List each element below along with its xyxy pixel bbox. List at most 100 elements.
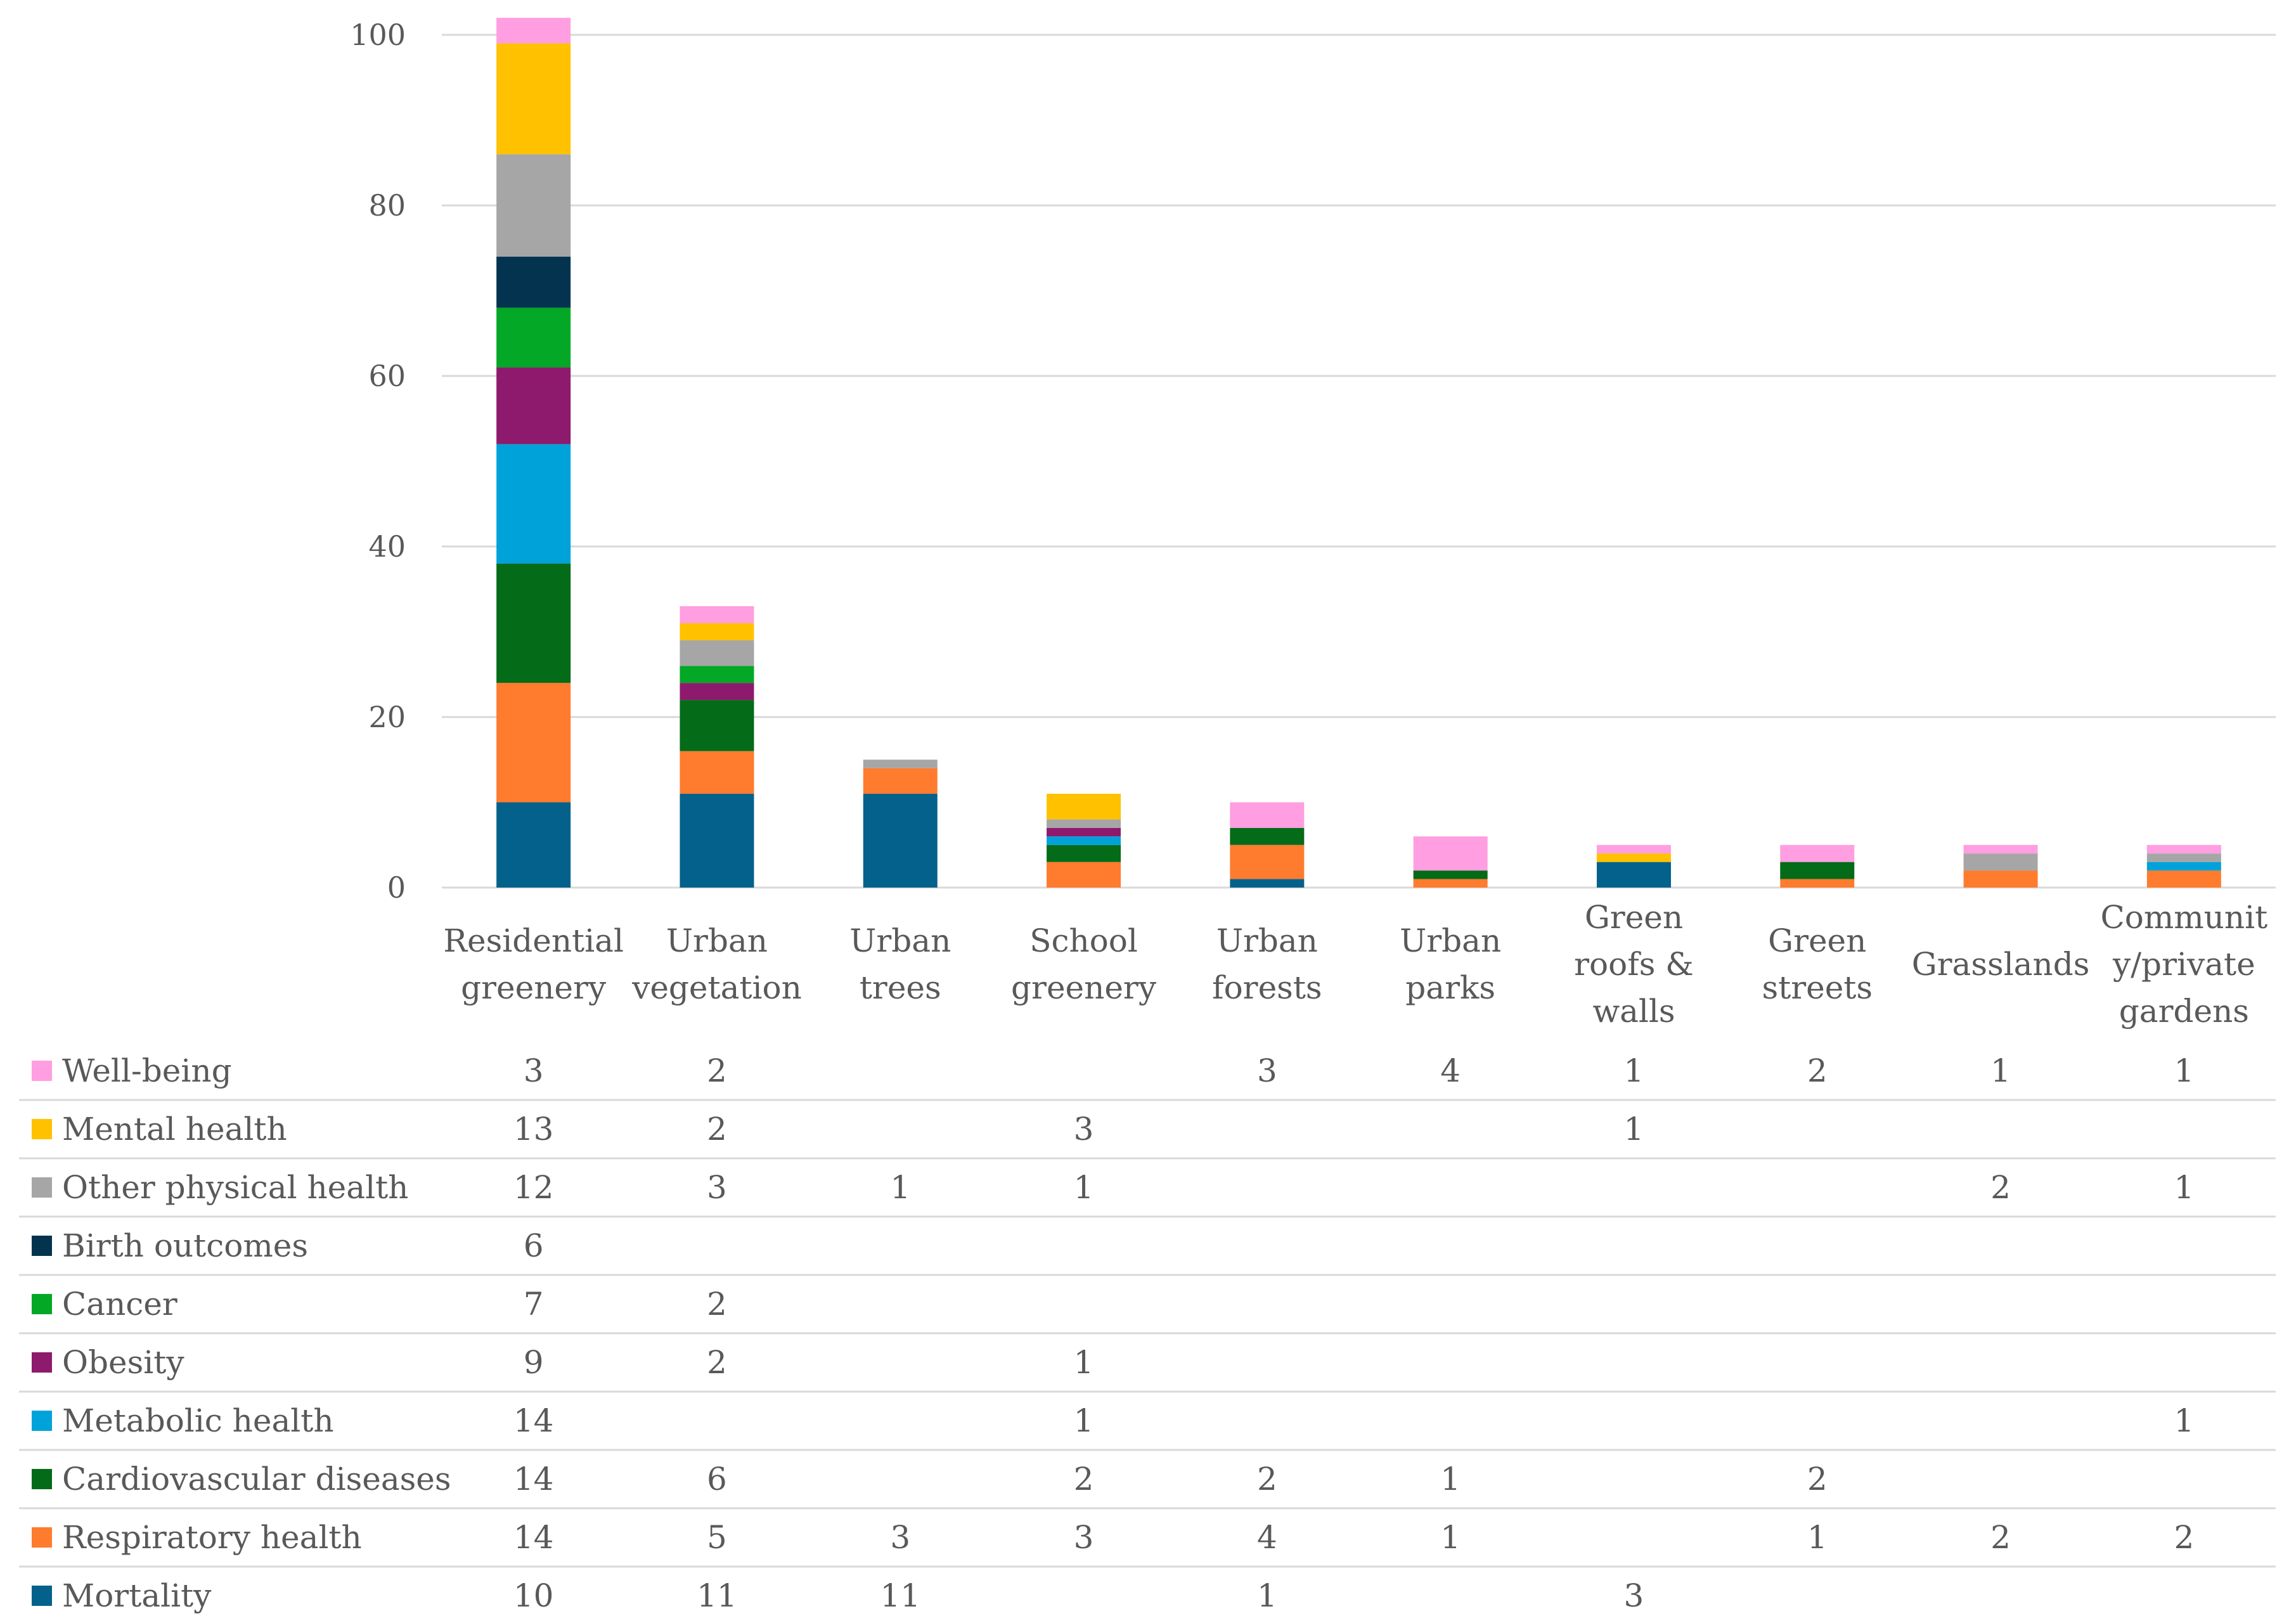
legend-key-other-physical-health xyxy=(32,1177,52,1198)
category-label-4-line-0: Urban xyxy=(1216,922,1318,959)
table-value-mortality-1: 11 xyxy=(697,1577,737,1614)
bar-segment-well-being-1 xyxy=(680,606,754,624)
table-value-other-physical-health-8: 2 xyxy=(1990,1169,2011,1206)
bar-segment-well-being-0 xyxy=(496,18,571,44)
bar-segment-respiratory-health-5 xyxy=(1413,879,1488,888)
table-value-metabolic-health-9: 1 xyxy=(2174,1402,2194,1439)
category-label-2-line-1: trees xyxy=(860,969,941,1006)
table-value-well-being-6: 1 xyxy=(1624,1052,1644,1089)
table-value-respiratory-health-8: 2 xyxy=(1990,1519,2011,1556)
legend-label-cardiovascular-diseases: Cardiovascular diseases xyxy=(62,1461,451,1497)
legend-key-metabolic-health xyxy=(32,1411,52,1431)
bar-segment-well-being-5 xyxy=(1413,836,1488,871)
table-value-cardiovascular-diseases-0: 14 xyxy=(513,1461,554,1497)
legend-key-obesity xyxy=(32,1352,52,1373)
category-label-0-line-0: Residential xyxy=(443,922,624,959)
table-value-mental-health-1: 2 xyxy=(707,1111,727,1148)
bar-segment-cardiovascular-diseases-0 xyxy=(496,563,571,683)
bar-segment-metabolic-health-9 xyxy=(2146,862,2221,871)
y-tick-label-20: 20 xyxy=(368,700,406,734)
table-value-obesity-0: 9 xyxy=(524,1344,544,1381)
table-value-respiratory-health-4: 4 xyxy=(1257,1519,1277,1556)
bar-segment-cardiovascular-diseases-1 xyxy=(680,700,754,751)
table-value-cardiovascular-diseases-1: 6 xyxy=(707,1461,727,1497)
table-value-well-being-7: 2 xyxy=(1807,1052,1828,1089)
table-value-respiratory-health-5: 1 xyxy=(1440,1519,1461,1556)
bar-segment-respiratory-health-9 xyxy=(2146,870,2221,888)
legend-label-metabolic-health: Metabolic health xyxy=(62,1402,334,1439)
table-value-cancer-1: 2 xyxy=(707,1286,727,1322)
table-value-respiratory-health-3: 3 xyxy=(1074,1519,1094,1556)
category-label-5-line-1: parks xyxy=(1405,969,1495,1006)
bar-segment-mortality-4 xyxy=(1230,879,1305,888)
bar-segment-metabolic-health-0 xyxy=(496,444,571,564)
bar-segment-other-physical-health-8 xyxy=(1963,853,2038,871)
table-value-well-being-4: 3 xyxy=(1257,1052,1277,1089)
bar-segment-cancer-1 xyxy=(680,666,754,683)
legend-label-respiratory-health: Respiratory health xyxy=(62,1519,362,1556)
legend-label-mortality: Mortality xyxy=(62,1577,212,1614)
bar-segment-cardiovascular-diseases-3 xyxy=(1047,844,1121,862)
bar-segment-other-physical-health-9 xyxy=(2146,853,2221,862)
table-value-other-physical-health-9: 1 xyxy=(2174,1169,2194,1206)
bar-segment-cardiovascular-diseases-5 xyxy=(1413,870,1488,879)
table-value-cardiovascular-diseases-5: 1 xyxy=(1440,1461,1461,1497)
table-value-mortality-0: 10 xyxy=(513,1577,554,1614)
bar-segment-cardiovascular-diseases-7 xyxy=(1780,862,1855,879)
bar-segment-well-being-9 xyxy=(2146,844,2221,854)
y-tick-label-80: 80 xyxy=(368,188,406,223)
category-label-8-line-0: Grasslands xyxy=(1912,946,2090,983)
table-value-mortality-4: 1 xyxy=(1257,1577,1277,1614)
bar-segment-other-physical-health-1 xyxy=(680,640,754,666)
category-label-9-line-1: y/private xyxy=(2112,946,2255,983)
table-value-other-physical-health-3: 1 xyxy=(1074,1169,1094,1206)
table-value-obesity-3: 1 xyxy=(1074,1344,1094,1381)
bar-segment-well-being-7 xyxy=(1780,844,1855,862)
table-value-well-being-8: 1 xyxy=(1990,1052,2011,1089)
bar-segment-respiratory-health-7 xyxy=(1780,879,1855,888)
bar-segment-mental-health-3 xyxy=(1047,794,1121,820)
table-value-respiratory-health-0: 14 xyxy=(513,1519,554,1556)
table-value-mortality-6: 3 xyxy=(1624,1577,1644,1614)
bar-segment-mental-health-6 xyxy=(1596,853,1671,862)
category-label-7-line-1: streets xyxy=(1762,969,1873,1006)
table-value-respiratory-health-9: 2 xyxy=(2174,1519,2194,1556)
bar-segment-mortality-0 xyxy=(496,802,571,888)
bar-segment-obesity-0 xyxy=(496,367,571,444)
table-value-metabolic-health-3: 1 xyxy=(1074,1402,1094,1439)
bar-segment-other-physical-health-3 xyxy=(1047,819,1121,828)
y-tick-label-40: 40 xyxy=(368,529,406,564)
y-tick-label-60: 60 xyxy=(368,359,406,393)
category-label-6-line-2: walls xyxy=(1592,993,1675,1030)
table-value-mental-health-3: 3 xyxy=(1074,1111,1094,1148)
legend-key-well-being xyxy=(32,1061,52,1081)
legend-label-mental-health: Mental health xyxy=(62,1111,287,1148)
bar-segment-respiratory-health-3 xyxy=(1047,862,1121,888)
category-label-9-line-0: Communit xyxy=(2101,899,2268,936)
table-value-well-being-1: 2 xyxy=(707,1052,727,1089)
legend-label-well-being: Well-being xyxy=(62,1052,232,1089)
table-value-cancer-0: 7 xyxy=(524,1286,544,1322)
category-label-5-line-0: Urban xyxy=(1400,922,1501,959)
table-value-cardiovascular-diseases-4: 2 xyxy=(1257,1461,1277,1497)
table-value-well-being-9: 1 xyxy=(2174,1052,2194,1089)
table-value-respiratory-health-7: 1 xyxy=(1807,1519,1828,1556)
bar-segment-metabolic-health-3 xyxy=(1047,836,1121,845)
legend-key-cardiovascular-diseases xyxy=(32,1469,52,1489)
category-label-7-line-0: Green xyxy=(1768,922,1866,959)
table-value-mental-health-6: 1 xyxy=(1624,1111,1644,1148)
legend-key-cancer xyxy=(32,1294,52,1314)
bar-segment-other-physical-health-2 xyxy=(863,760,938,768)
bar-segment-respiratory-health-4 xyxy=(1230,844,1305,879)
bar-segment-respiratory-health-0 xyxy=(496,683,571,803)
category-label-0-line-1: greenery xyxy=(461,969,607,1006)
bar-segment-well-being-8 xyxy=(1963,844,2038,854)
bar-segment-mortality-6 xyxy=(1596,862,1671,888)
bar-segment-cancer-0 xyxy=(496,307,571,368)
bar-segment-obesity-3 xyxy=(1047,827,1121,837)
table-value-other-physical-health-0: 12 xyxy=(513,1169,554,1206)
legend-label-other-physical-health: Other physical health xyxy=(62,1169,408,1206)
table-value-birth-outcomes-0: 6 xyxy=(524,1227,544,1264)
